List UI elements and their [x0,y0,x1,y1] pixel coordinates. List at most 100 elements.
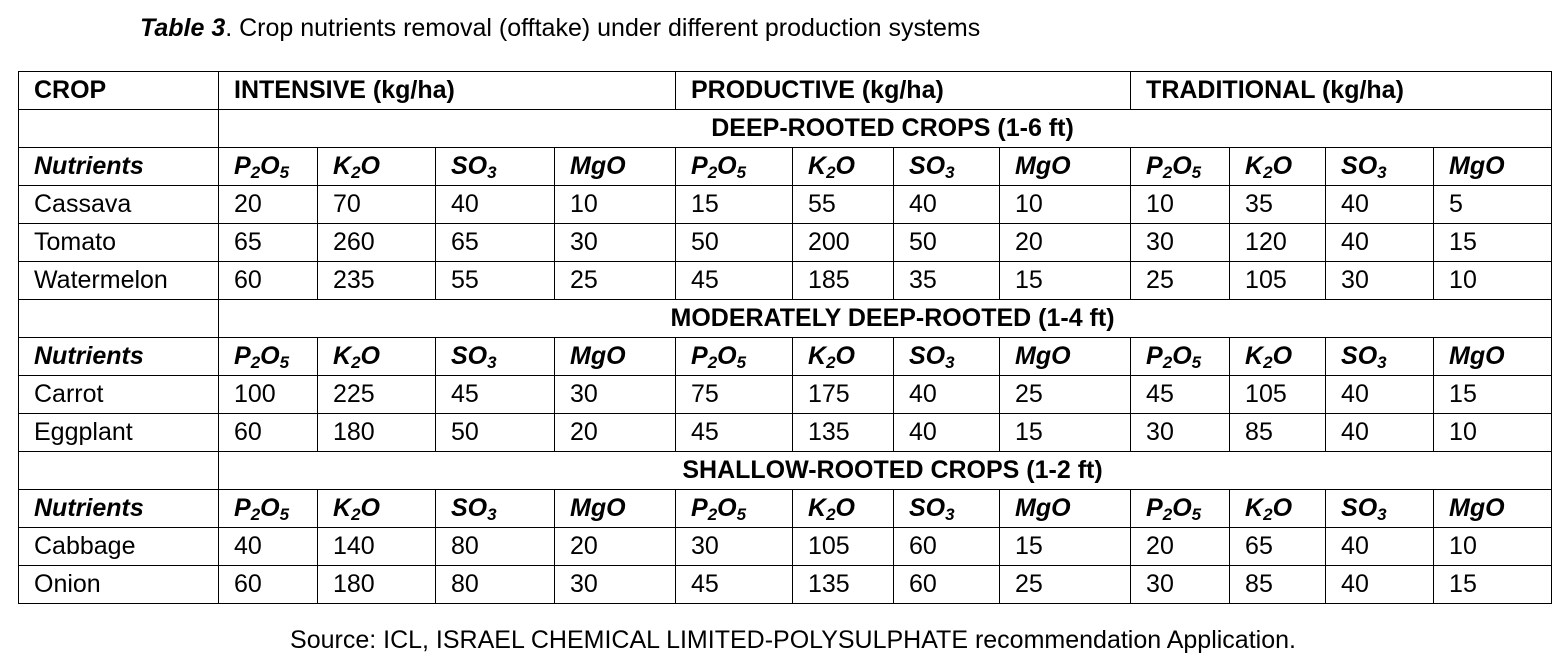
p2o5-o: O [717,342,737,370]
value-cell: 180 [317,565,436,604]
nutrient-p2o5: P2O5 [1130,489,1231,528]
table-row: Watermelon 60 235 55 25 45 185 35 15 25 105 30 10 [18,261,1553,300]
nutrient-mgo: MgO [1433,489,1553,528]
crop-name: Cassava [18,185,219,224]
header-row: CROP INTENSIVE (kg/ha) PRODUCTIVE (kg/ha… [18,71,1553,110]
k2o-k: K [333,342,352,370]
nutrient-so3: SO3 [1325,147,1435,186]
value-cell: 50 [435,413,555,452]
value-cell: 40 [1325,223,1435,262]
nutrient-mgo: MgO [554,489,676,528]
so3-so: SO [1341,494,1378,522]
nutrient-p2o5: P2O5 [675,147,793,186]
p2o5-p: P [234,342,251,370]
nutrient-mgo: MgO [1433,337,1553,376]
k2o-o: O [1272,342,1293,370]
group-title: SHALLOW-ROOTED CROPS (1-2 ft) [217,451,1553,490]
p2o5-p: P [1146,494,1163,522]
value-cell: 30 [1325,261,1435,300]
value-cell: 80 [435,565,555,604]
nutrient-table: CROP INTENSIVE (kg/ha) PRODUCTIVE (kg/ha… [18,71,1553,604]
value-cell: 105 [792,527,894,566]
so3-sub3: 3 [487,163,497,182]
value-cell: 35 [1229,185,1327,224]
table-body: CROP INTENSIVE (kg/ha) PRODUCTIVE (kg/ha… [18,71,1553,604]
nutrient-so3: SO3 [1325,489,1435,528]
nutrient-mgo: MgO [998,337,1132,376]
value-cell: 15 [998,413,1132,452]
value-cell: 260 [317,223,436,262]
k2o-k: K [1245,152,1264,180]
table-caption: Table 3. Crop nutrients removal (offtake… [140,10,980,46]
nutrient-k2o: K2O [317,489,436,528]
p2o5-o: O [717,494,737,522]
nutrients-header-row: Nutrients P2O5 K2O SO3 MgO P2O5 K2O SO3 MgO P2O5 K… [18,337,1553,376]
value-cell: 60 [218,565,318,604]
nutrient-p2o5: P2O5 [1130,337,1231,376]
value-cell: 60 [893,565,1000,604]
value-cell: 20 [554,527,676,566]
nutrient-k2o: K2O [317,337,436,376]
value-cell: 40 [1325,527,1435,566]
table-row: Eggplant 60 180 50 20 45 135 40 15 30 85 40 10 [18,413,1553,452]
k2o-k: K [808,342,827,370]
nutrients-label: Nutrients [18,147,219,186]
value-cell: 85 [1229,565,1327,604]
nutrient-mgo: MgO [554,337,676,376]
empty-cell [18,299,219,338]
header-intensive: INTENSIVE (kg/ha) [218,71,676,110]
value-cell: 80 [435,527,555,566]
value-cell: 15 [1433,223,1553,262]
value-cell: 40 [1325,185,1435,224]
p2o5-sub5: 5 [1191,353,1202,372]
caption-text: . Crop nutrients removal (offtake) under… [225,14,981,42]
nutrient-so3: SO3 [1325,337,1435,376]
nutrient-so3: SO3 [435,337,555,376]
value-cell: 10 [1130,185,1231,224]
crop-name: Tomato [18,223,219,262]
nutrient-p2o5: P2O5 [218,147,318,186]
k2o-sub2: 2 [351,353,361,372]
k2o-o: O [1272,152,1293,180]
nutrients-header-row: Nutrients P2O5 K2O SO3 MgO P2O5 K2O SO3 MgO P2O5 K… [18,147,1553,186]
table-row: Onion 60 180 80 30 45 135 60 25 30 85 40 15 [18,565,1553,604]
k2o-k: K [333,152,352,180]
k2o-o: O [835,494,855,522]
value-cell: 30 [1130,413,1231,452]
nutrient-k2o: K2O [1229,337,1327,376]
k2o-o: O [360,494,380,522]
so3-so: SO [909,152,946,180]
value-cell: 200 [792,223,894,262]
so3-sub3: 3 [1377,163,1387,182]
nutrient-k2o: K2O [792,337,894,376]
header-crop: CROP [18,71,219,110]
value-cell: 100 [218,375,318,414]
value-cell: 30 [675,527,793,566]
group-title: DEEP-ROOTED CROPS (1-6 ft) [217,109,1553,148]
nutrient-so3: SO3 [893,489,1000,528]
p2o5-o: O [1172,342,1192,370]
value-cell: 65 [435,223,555,262]
p2o5-o: O [260,342,280,370]
k2o-o: O [835,152,855,180]
p2o5-sub5: 5 [279,163,290,182]
value-cell: 5 [1433,185,1553,224]
p2o5-o: O [1172,494,1192,522]
k2o-o: O [1272,494,1293,522]
value-cell: 40 [893,413,1000,452]
table-row: Cabbage 40 140 80 20 30 105 60 15 20 65 40 10 [18,527,1553,566]
nutrient-so3: SO3 [435,147,555,186]
so3-sub3: 3 [1377,353,1387,372]
p2o5-sub2: 2 [1162,353,1173,372]
k2o-sub2: 2 [1263,505,1273,524]
so3-so: SO [451,152,488,180]
value-cell: 55 [435,261,555,300]
value-cell: 40 [218,527,318,566]
k2o-o: O [360,342,380,370]
nutrient-p2o5: P2O5 [218,489,318,528]
value-cell: 120 [1229,223,1327,262]
nutrient-k2o: K2O [792,489,894,528]
value-cell: 45 [435,375,555,414]
value-cell: 25 [554,261,676,300]
so3-sub3: 3 [487,353,497,372]
